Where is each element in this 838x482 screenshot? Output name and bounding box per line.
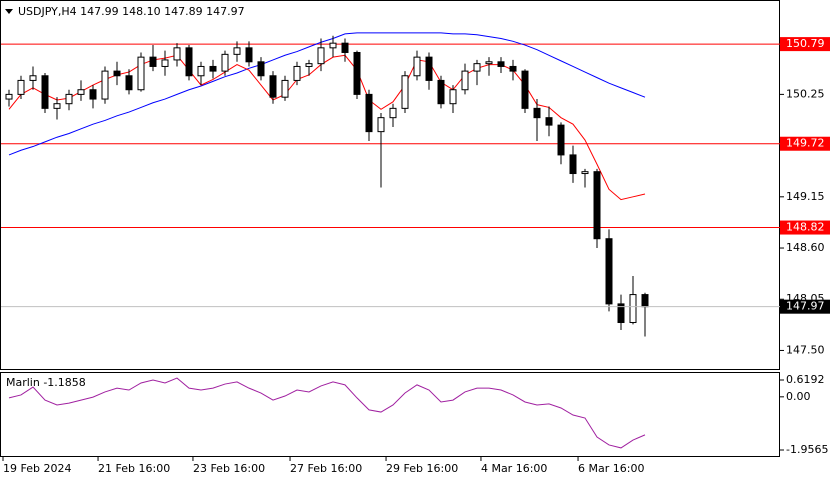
candle-body	[533, 107, 541, 119]
level-box	[780, 220, 830, 235]
candle-body	[425, 56, 433, 81]
y-tick-label: 150.25	[786, 87, 825, 100]
moving-average	[8, 32, 646, 156]
candle-body	[53, 103, 61, 109]
y-tick-label: 0.00	[786, 390, 811, 403]
candle-body	[185, 47, 193, 77]
x-tick-label: 4 Mar 16:00	[481, 462, 547, 475]
candle-body	[209, 65, 217, 72]
candle-body	[137, 56, 145, 91]
candle-body	[569, 154, 577, 175]
candle-body	[449, 89, 457, 105]
candle-body	[281, 79, 289, 98]
candle-body	[221, 53, 229, 72]
candle-body	[293, 65, 301, 81]
candle-body	[89, 89, 97, 100]
y-tick-label: -1.9565	[786, 443, 828, 456]
candle-body	[77, 89, 85, 95]
chart-title: USDJPY,H4 147.99 148.10 147.89 147.97	[18, 5, 245, 18]
y-tick-label: 149.15	[786, 190, 825, 203]
candle-body	[509, 65, 517, 72]
candle-body	[593, 171, 601, 240]
candle-body	[233, 47, 241, 55]
candle-body	[485, 61, 493, 65]
candle-body	[149, 56, 157, 67]
candle-body	[521, 70, 529, 109]
x-tick-label: 23 Feb 16:00	[193, 462, 265, 475]
candle-body	[317, 47, 325, 65]
indicator-title: Marlin -1.1858	[6, 376, 86, 389]
candle-body	[497, 61, 505, 67]
indicator-panel	[0, 372, 780, 457]
candle-body	[605, 238, 613, 305]
candle-body	[353, 51, 361, 95]
main-panel	[0, 0, 780, 370]
candle-body	[113, 70, 121, 77]
y-tick-label: 148.60	[786, 241, 825, 254]
level-label: 148.82	[786, 221, 825, 234]
candle-body	[269, 75, 277, 98]
candle-body	[413, 56, 421, 77]
indicator-line	[8, 377, 646, 449]
candle-body	[365, 93, 373, 133]
level-box	[780, 136, 830, 151]
menu-triangle	[5, 9, 13, 14]
level-box	[780, 37, 830, 52]
y-tick-label: 0.6192	[786, 373, 825, 386]
x-tick-label: 29 Feb 16:00	[386, 462, 458, 475]
candle-body	[161, 59, 169, 67]
candle-body	[617, 303, 625, 324]
candle-body	[641, 294, 649, 308]
candle-body	[305, 63, 313, 67]
candle-body	[461, 70, 469, 91]
last-price-box	[780, 299, 830, 314]
candle-body	[197, 65, 205, 77]
candle-body	[581, 171, 589, 175]
candle-body	[389, 107, 397, 119]
candle-body	[245, 47, 253, 63]
candle-body	[329, 42, 337, 49]
candle-body	[173, 47, 181, 61]
candle-body	[29, 75, 37, 81]
candle-body	[41, 75, 49, 109]
x-tick-label: 21 Feb 16:00	[98, 462, 170, 475]
candle-body	[65, 93, 73, 105]
x-tick-label: 19 Feb 2024	[3, 462, 71, 475]
candle-body	[473, 63, 481, 72]
candle-body	[125, 75, 133, 91]
candle-body	[377, 117, 385, 133]
candle-body	[17, 79, 25, 95]
candle-body	[341, 42, 349, 53]
last-price-label: 147.97	[786, 300, 825, 313]
level-label: 150.79	[786, 37, 825, 50]
x-tick-label: 6 Mar 16:00	[578, 462, 644, 475]
candle-body	[437, 79, 445, 105]
candle-body	[257, 61, 265, 77]
x-tick-label: 27 Feb 16:00	[290, 462, 362, 475]
level-label: 149.72	[786, 137, 825, 150]
candle-body	[5, 93, 13, 100]
candle-body	[557, 124, 565, 156]
candle-body	[629, 294, 637, 324]
candle-body	[101, 70, 109, 100]
candle-body	[545, 117, 553, 126]
y-tick-label: 147.50	[786, 343, 825, 356]
candle-body	[401, 75, 409, 109]
